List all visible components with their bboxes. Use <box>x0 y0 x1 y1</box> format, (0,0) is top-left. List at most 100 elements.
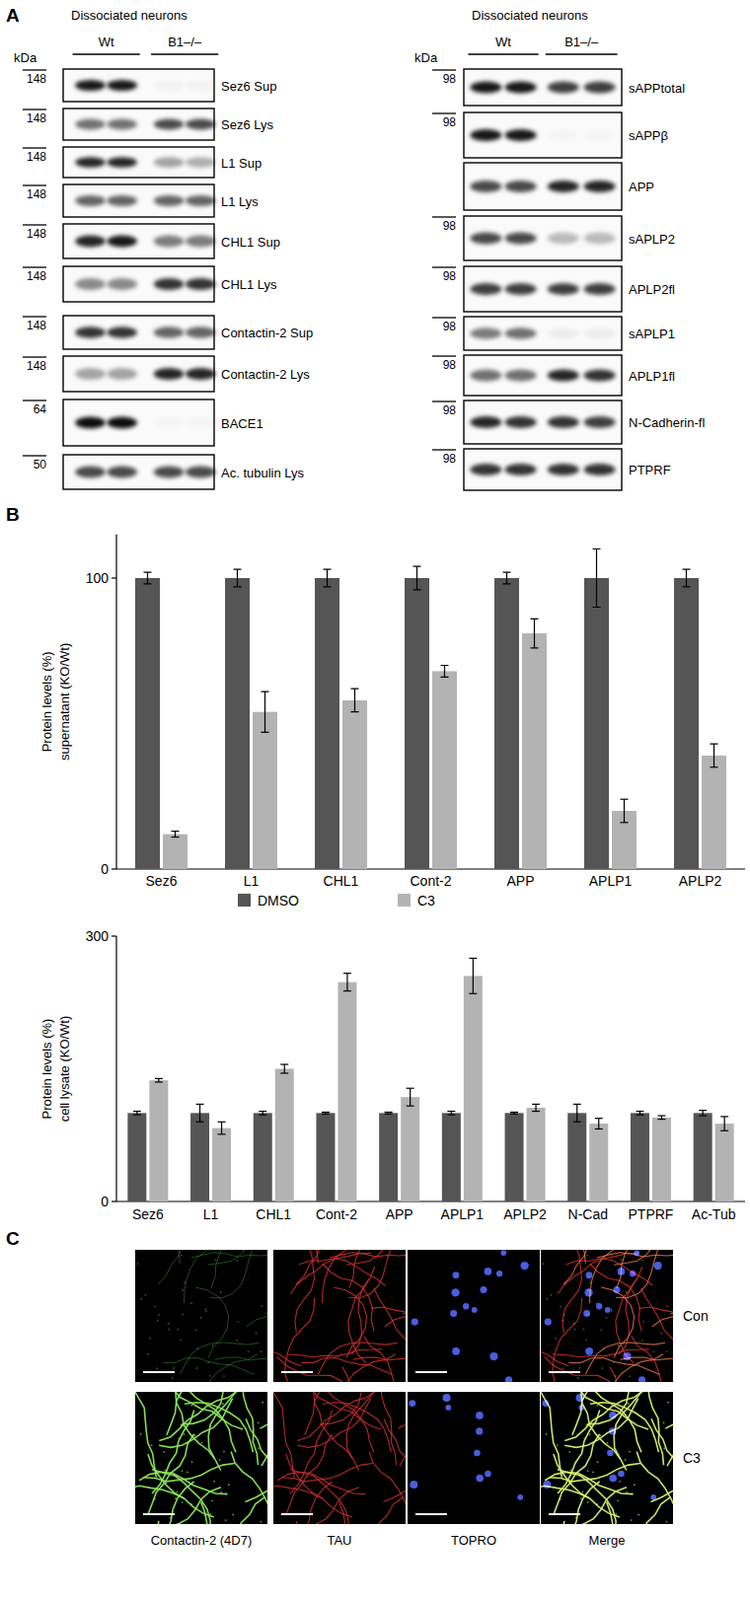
bar <box>225 578 250 870</box>
kda-tick <box>22 315 47 317</box>
error-cap <box>657 1115 666 1117</box>
band <box>75 119 106 131</box>
contactin-fiber <box>215 1357 268 1362</box>
band <box>75 235 106 248</box>
tau-fiber <box>351 1267 375 1355</box>
condition-label: Con <box>682 1308 709 1325</box>
contactin-speck <box>213 1481 216 1484</box>
tau-fiber <box>342 1367 400 1384</box>
error-cap <box>406 1088 415 1090</box>
error-line <box>346 974 348 992</box>
contactin-fiber <box>208 1250 268 1266</box>
channel-label: Contactin-2 (4D7) <box>150 1533 253 1549</box>
contactin-speck <box>190 1405 193 1408</box>
kda-marker: 98 <box>443 269 457 284</box>
band <box>469 180 502 193</box>
group-line <box>150 53 219 56</box>
blot-frame <box>463 449 622 491</box>
tau-fiber <box>286 1454 353 1518</box>
kda-tick <box>22 266 47 268</box>
error-line <box>409 1088 411 1107</box>
error-cap <box>171 836 180 838</box>
error-cap <box>620 799 629 801</box>
nucleus <box>542 1400 550 1408</box>
panel-header: Dissociated neurons <box>471 7 589 23</box>
contactin-speck <box>169 1517 172 1520</box>
contactin-fiber <box>540 1392 562 1479</box>
tau-fiber <box>636 1452 674 1525</box>
tau-fiber <box>288 1488 360 1525</box>
error-cap <box>593 548 601 550</box>
contactin-speck <box>627 1403 630 1406</box>
error-line <box>416 566 418 591</box>
band <box>584 370 616 382</box>
blot-label: CHL1 Lys <box>221 277 278 293</box>
y-tick-label: 0 <box>100 861 109 878</box>
tau-fiber <box>273 1327 301 1366</box>
x-tick-label: N-Cad <box>568 1206 608 1223</box>
contactin-speck <box>153 1306 156 1309</box>
contactin-speck <box>194 1329 197 1332</box>
scale-bar <box>548 1513 581 1516</box>
bar <box>127 1113 147 1202</box>
x-tick-label: APLP1 <box>589 873 633 890</box>
blot-label: APLP1fl <box>628 369 675 384</box>
error-cap <box>323 569 332 571</box>
kda-marker: 50 <box>33 457 48 472</box>
contactin-speck <box>545 1298 548 1301</box>
contactin-speck <box>601 1348 604 1350</box>
contactin-speck <box>587 1470 590 1473</box>
bar <box>315 1113 335 1202</box>
contactin-speck <box>181 1501 184 1504</box>
error-cap <box>261 690 270 692</box>
band <box>505 416 537 429</box>
band <box>505 327 537 340</box>
bar <box>135 578 160 870</box>
tau-fiber <box>397 1392 406 1429</box>
contactin-speck <box>223 1451 225 1454</box>
error-bar <box>384 1112 393 1115</box>
blot-label: N-Cadherin-fl <box>628 415 705 431</box>
band <box>584 416 616 429</box>
contactin-speck <box>176 1523 179 1525</box>
kda-tick <box>22 147 47 149</box>
nucleus <box>411 1318 419 1326</box>
error-cap <box>144 571 152 573</box>
kda-marker: 98 <box>443 72 457 86</box>
group-label: B1–/– <box>564 34 600 50</box>
error-bar <box>635 1112 644 1117</box>
panel-label: C <box>5 1228 20 1250</box>
bar <box>494 578 520 870</box>
error-line <box>533 618 535 649</box>
tau-fiber <box>371 1307 406 1335</box>
contactin-speck <box>167 1323 170 1326</box>
micrograph-bg <box>135 1250 268 1383</box>
contactin-speck <box>589 1282 592 1285</box>
kda-marker: 148 <box>26 226 47 241</box>
contactin-speck <box>596 1405 599 1408</box>
error-line <box>444 666 446 678</box>
contactin-speck <box>552 1353 555 1356</box>
scale-bar <box>143 1371 175 1374</box>
error-bar <box>258 1112 267 1117</box>
contactin-fiber <box>245 1419 268 1500</box>
contactin-fiber <box>157 1250 190 1285</box>
error-bar <box>171 831 180 838</box>
band <box>75 195 106 207</box>
legend-label: C3 <box>417 893 436 909</box>
panel-label: B <box>5 504 20 525</box>
contactin-fiber <box>148 1454 215 1518</box>
x-axis <box>116 1200 746 1202</box>
error-cap <box>595 1128 603 1130</box>
tau-fiber <box>375 1498 403 1525</box>
contactin-speck <box>663 1447 666 1450</box>
error-cap <box>323 586 332 588</box>
tau-fiber <box>383 1419 406 1500</box>
nucleus <box>450 1288 459 1297</box>
tau-fiber <box>540 1521 565 1525</box>
error-bar <box>233 569 242 588</box>
contactin-speck <box>628 1375 631 1378</box>
bar <box>342 700 368 870</box>
contactin-fiber <box>671 1294 675 1315</box>
y-tick-label: 0 <box>100 1194 109 1210</box>
